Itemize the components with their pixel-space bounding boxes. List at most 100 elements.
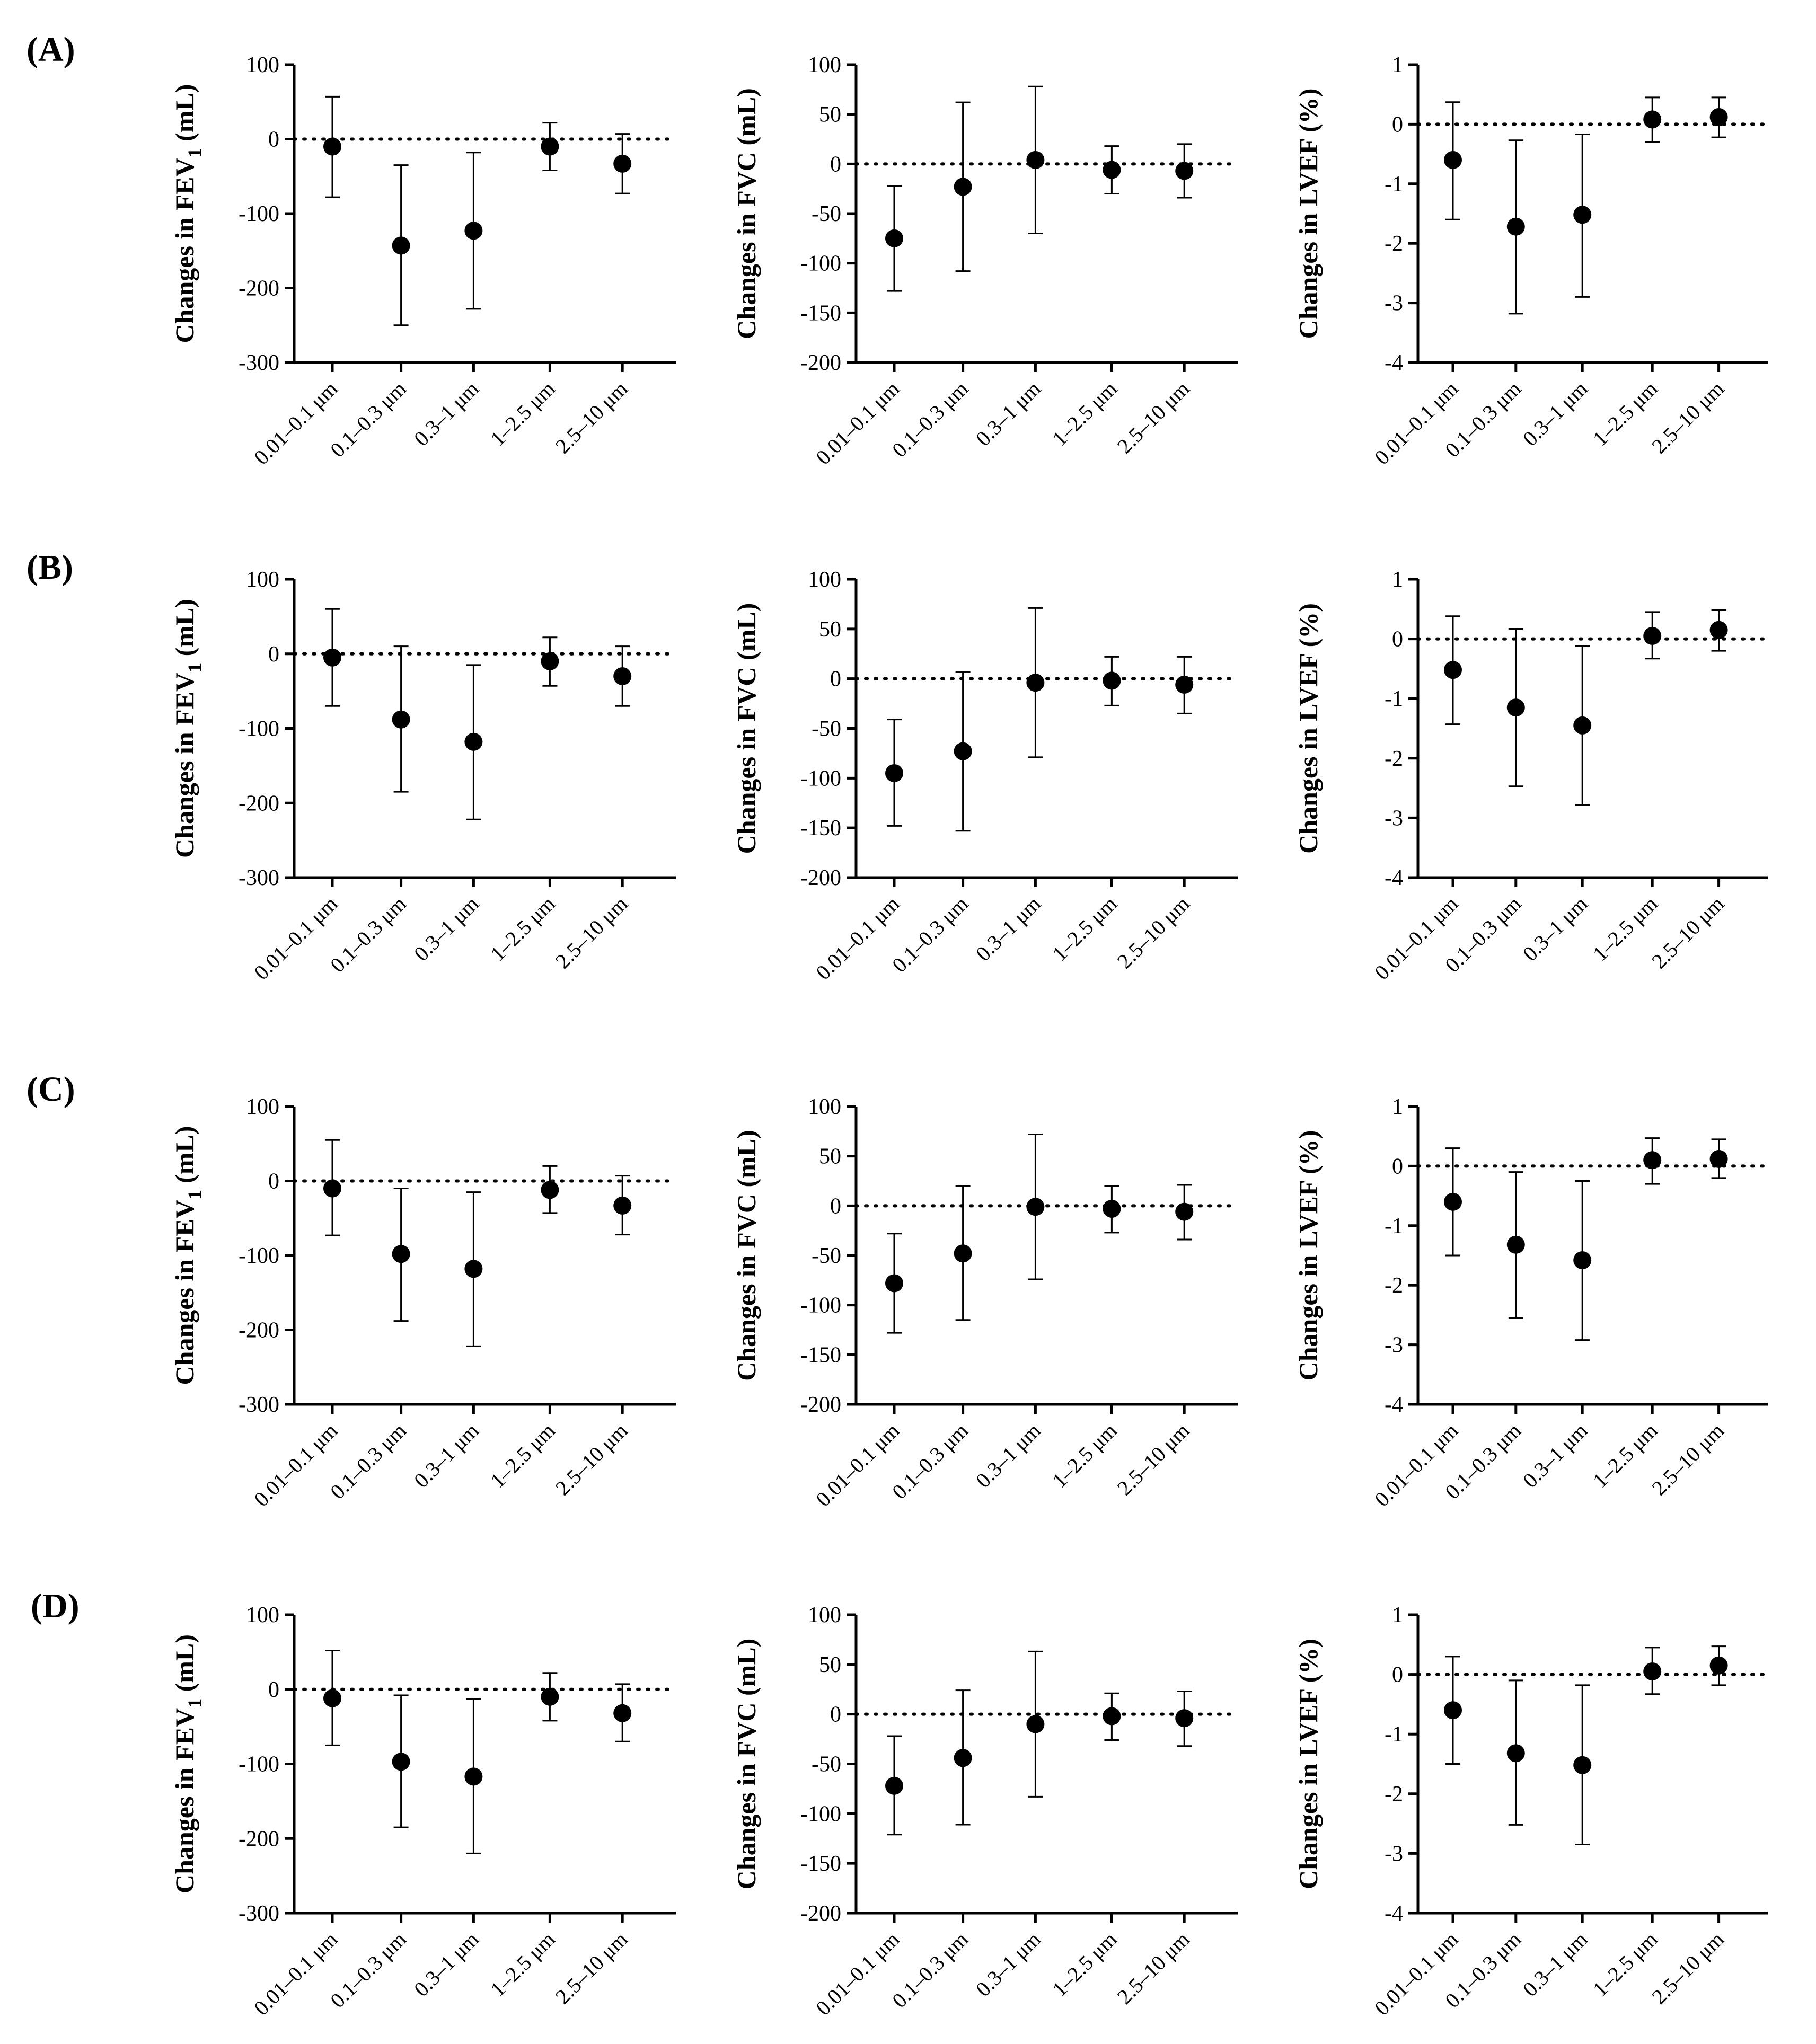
- y-tick-label: -1: [1385, 172, 1403, 197]
- x-tick-label: 2.5–10 μm: [1647, 1927, 1729, 2009]
- y-axis-title: Changes in LVEF (%): [1293, 89, 1323, 339]
- x-tick-label: 0.3–1 μm: [971, 892, 1045, 966]
- x-tick-label: 0.01–0.1 μm: [811, 1419, 904, 1511]
- data-point: [613, 667, 632, 685]
- y-tick-label: 50: [819, 103, 841, 127]
- data-point: [1506, 1744, 1525, 1763]
- y-axis-title-unit: (%): [1293, 1130, 1323, 1181]
- x-tick-label: 0.3–1 μm: [971, 1419, 1045, 1493]
- data-point: [885, 1274, 903, 1293]
- y-axis-title: Changes in FEV1 (mL): [170, 599, 205, 858]
- x-tick-label: 1–2.5 μm: [486, 1419, 560, 1493]
- y-axis-title-subscript: 1: [184, 663, 205, 673]
- panel-label: (C): [27, 1070, 75, 1109]
- y-axis-title-main: Changes in FEV: [170, 157, 199, 343]
- chart-panel: 1 0 -1 -2 -3 -4 Changes in LVEF (%) 0.01–0.1 μm…: [1293, 1095, 1769, 1511]
- chart-panel: 100 50 0 -50 -100 -150 -200 Changes in FVC (mL)…: [731, 1095, 1239, 1511]
- y-axis-title: Changes in LVEF (%): [1293, 1639, 1323, 1889]
- x-tick-label: 2.5–10 μm: [551, 1419, 632, 1500]
- y-tick-label: 0: [830, 1194, 841, 1218]
- y-tick-label: -200: [239, 1319, 279, 1343]
- y-tick-label: -4: [1385, 1901, 1403, 1926]
- y-axis-title: Changes in FVC (mL): [731, 1639, 761, 1890]
- data-point: [954, 178, 972, 196]
- panel-label: (A): [27, 30, 75, 69]
- data-point: [1103, 161, 1121, 179]
- x-tick-label: 0.01–0.1 μm: [811, 377, 904, 470]
- chart-panel: 1 0 -1 -2 -3 -4 Changes in LVEF (%) 0.01–0.1 μm…: [1293, 1603, 1769, 2020]
- chart-panel: 1 0 -1 -2 -3 -4 Changes in LVEF (%) 0.01–0.1 μm…: [1293, 568, 1769, 985]
- x-tick-label: 0.1–0.3 μm: [325, 892, 411, 977]
- x-tick-label: 0.1–0.3 μm: [325, 1419, 411, 1504]
- y-tick-label: 1: [1392, 1095, 1403, 1119]
- y-tick-label: -3: [1385, 1333, 1403, 1358]
- data-point: [464, 1260, 483, 1278]
- data-point: [954, 1244, 972, 1263]
- y-tick-label: 0: [268, 128, 279, 152]
- y-axis-title-main: Changes in FEV: [170, 673, 199, 858]
- y-axis-title-main: Changes in FVC: [731, 1194, 761, 1381]
- y-tick-label: -100: [800, 252, 841, 276]
- data-point: [1643, 1662, 1662, 1680]
- x-tick-label: 1–2.5 μm: [486, 892, 560, 966]
- y-tick-label: -100: [239, 1753, 279, 1777]
- x-tick-label: 0.01–0.1 μm: [249, 377, 342, 470]
- data-point: [954, 742, 972, 760]
- chart-panel: (D) 100 0 -100 -200 -300 Changes in FEV1 (mL) 0…: [31, 1587, 677, 2020]
- x-tick-label: 0.1–0.3 μm: [325, 1927, 411, 2013]
- y-tick-label: -2: [1385, 1273, 1403, 1298]
- y-tick-label: 0: [268, 642, 279, 667]
- y-tick-label: 1: [1392, 53, 1403, 77]
- y-tick-label: -100: [239, 1244, 279, 1268]
- y-tick-label: 100: [246, 53, 279, 77]
- data-point: [1026, 151, 1045, 169]
- data-point: [1444, 151, 1462, 169]
- x-tick-label: 2.5–10 μm: [551, 377, 632, 458]
- x-tick-label: 1–2.5 μm: [1047, 377, 1122, 451]
- y-axis-title: Changes in LVEF (%): [1293, 603, 1323, 854]
- x-tick-label: 0.3–1 μm: [409, 377, 483, 451]
- data-point: [885, 229, 903, 247]
- data-point: [1643, 626, 1662, 645]
- y-axis-title-unit: (mL): [731, 603, 761, 667]
- data-point: [392, 1245, 410, 1263]
- data-point: [1573, 1756, 1592, 1774]
- y-tick-label: 1: [1392, 1603, 1403, 1627]
- y-tick-label: -200: [800, 866, 841, 890]
- y-axis-title: Changes in FVC (mL): [731, 88, 761, 339]
- panel-label: (D): [31, 1587, 80, 1625]
- y-tick-label: -50: [812, 717, 841, 741]
- x-tick-label: 0.3–1 μm: [409, 892, 483, 966]
- y-axis-title-main: Changes in FEV: [170, 1708, 199, 1893]
- y-tick-label: 0: [268, 1170, 279, 1194]
- y-axis-title-unit: (mL): [731, 1130, 761, 1194]
- y-tick-label: 0: [830, 667, 841, 692]
- y-tick-label: 100: [808, 53, 841, 77]
- x-tick-label: 2.5–10 μm: [1647, 1419, 1729, 1500]
- data-point: [464, 732, 483, 751]
- data-point: [541, 137, 559, 156]
- y-tick-label: -4: [1385, 1393, 1403, 1417]
- data-point: [1026, 1715, 1045, 1733]
- y-axis-title: Changes in FEV1 (mL): [170, 1634, 205, 1893]
- y-tick-label: -100: [239, 717, 279, 741]
- y-tick-label: 50: [819, 1145, 841, 1169]
- y-axis-title-unit: (mL): [731, 1639, 761, 1703]
- x-tick-label: 0.01–0.1 μm: [249, 1927, 342, 2020]
- y-tick-label: -3: [1385, 291, 1403, 316]
- data-point: [1444, 661, 1462, 679]
- data-point: [885, 764, 903, 782]
- y-tick-label: 1: [1392, 568, 1403, 592]
- y-tick-label: 0: [1392, 112, 1403, 137]
- y-tick-label: -100: [239, 202, 279, 226]
- y-axis-title-unit: (mL): [170, 1126, 199, 1190]
- y-axis-title-main: Changes in FVC: [731, 152, 761, 339]
- y-axis-title-main: Changes in LVEF: [1293, 139, 1323, 339]
- data-point: [1103, 1199, 1121, 1218]
- y-axis-title-main: Changes in LVEF: [1293, 654, 1323, 854]
- x-tick-label: 0.01–0.1 μm: [1370, 1419, 1462, 1511]
- y-tick-label: 0: [830, 1703, 841, 1727]
- data-point: [1175, 1202, 1194, 1221]
- x-tick-label: 0.01–0.1 μm: [249, 892, 342, 985]
- data-point: [392, 236, 410, 255]
